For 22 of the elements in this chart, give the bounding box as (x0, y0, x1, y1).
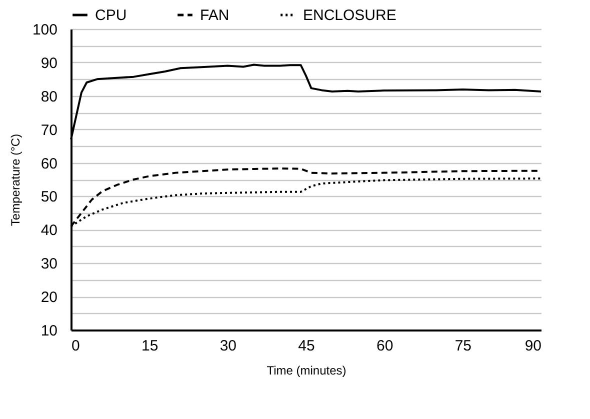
y-tick-label: 40 (40, 222, 58, 240)
y-axis-title: Temperature (°C) (8, 134, 22, 226)
x-tick-label: 0 (72, 338, 80, 354)
y-tick-label: 50 (40, 188, 58, 206)
y-tick-label: 100 (32, 22, 58, 38)
legend-label: ENCLOSURE (303, 7, 396, 24)
y-tick-label: 80 (40, 88, 58, 106)
x-axis-title: Time (minutes) (266, 364, 346, 378)
y-tick-label: 10 (40, 322, 58, 340)
x-tick-label: 30 (220, 338, 237, 354)
x-tick-label: 90 (524, 338, 542, 354)
x-tick-label: 15 (141, 338, 158, 354)
y-tick-label: 20 (40, 289, 58, 306)
y-tick-label: 70 (40, 122, 58, 139)
x-tick-label: 60 (376, 338, 394, 354)
x-tick-label: 75 (454, 338, 472, 354)
y-tick-label: 60 (40, 155, 58, 172)
x-tick-label: 45 (298, 338, 315, 354)
legend-label: CPU (95, 7, 127, 24)
y-tick-label: 90 (40, 54, 58, 72)
y-tick-label: 30 (40, 256, 58, 273)
legend-label: FAN (200, 7, 230, 24)
